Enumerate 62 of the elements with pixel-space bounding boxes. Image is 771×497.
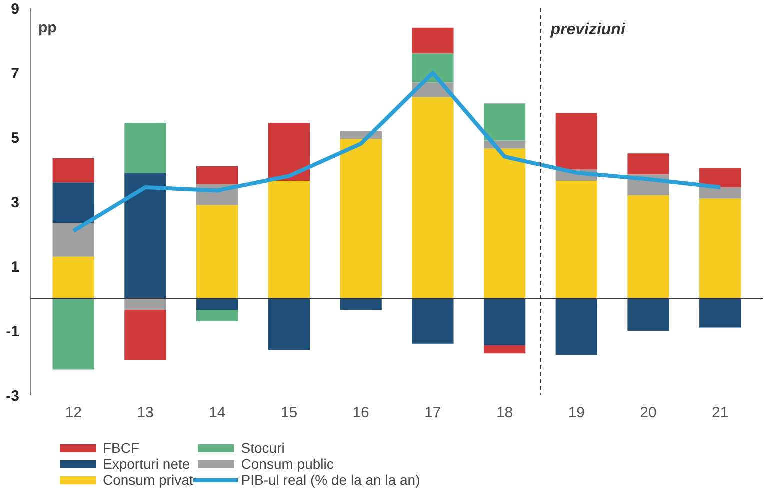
bar [484,346,526,354]
bar [700,298,742,328]
bar [556,298,598,356]
legend-label: FBCF [103,440,140,456]
bar [700,187,742,199]
bar [412,298,454,344]
x-tick-label: 17 [424,404,442,422]
bar [196,310,238,322]
bar [124,310,166,360]
bar [556,113,598,170]
bar [268,122,310,182]
legend-label: PIB-ul real (% de la an la an) [241,472,420,488]
bar [52,158,94,183]
x-tick-label: 21 [712,404,729,422]
x-tick-label: 13 [137,404,154,422]
legend-label: Consum privat [103,472,194,488]
x-tick-label: 12 [65,404,82,422]
bar [268,298,310,350]
bar [124,298,166,310]
x-tick-label: 14 [209,404,226,422]
bar [124,172,166,299]
bar [484,148,526,299]
y-tick-label: -1 [6,324,20,340]
line-series [72,71,722,234]
bar [484,104,526,141]
legend-label: Consum public [241,456,334,472]
y-tick-label: 3 [11,194,20,212]
bar [412,97,454,299]
x-tick-label: 19 [568,404,585,422]
ref-line-label: previziuni [550,22,626,38]
bar [700,168,742,188]
y-axis-title: pp [38,20,57,36]
x-tick-label: 16 [352,404,370,422]
bar [196,298,238,310]
y-tick-label: 9 [11,1,20,18]
bar [700,198,742,299]
y-tick-label: 5 [11,130,20,147]
y-tick-label: -3 [6,388,20,405]
y-tick-label: 7 [11,66,20,82]
bar [628,154,670,175]
bar [196,205,238,299]
bar [628,196,670,299]
bar [124,122,166,173]
bar [412,54,454,83]
bar [412,28,454,54]
bar [196,166,238,184]
bar [52,222,94,257]
y-tick-label: 1 [11,259,20,276]
bar [52,182,94,223]
bar [52,298,94,370]
bar [556,181,598,299]
x-tick-label: 20 [640,404,657,422]
x-tick-label: 15 [280,404,298,422]
legend-label: Stocuri [241,440,285,456]
bar [340,139,382,299]
bar [52,256,94,299]
bar [628,298,670,331]
x-tick-label: 18 [496,404,514,422]
bar [340,298,382,310]
bar [484,298,526,346]
bar [268,181,310,299]
legend-label: Exporturi nete [103,456,190,472]
